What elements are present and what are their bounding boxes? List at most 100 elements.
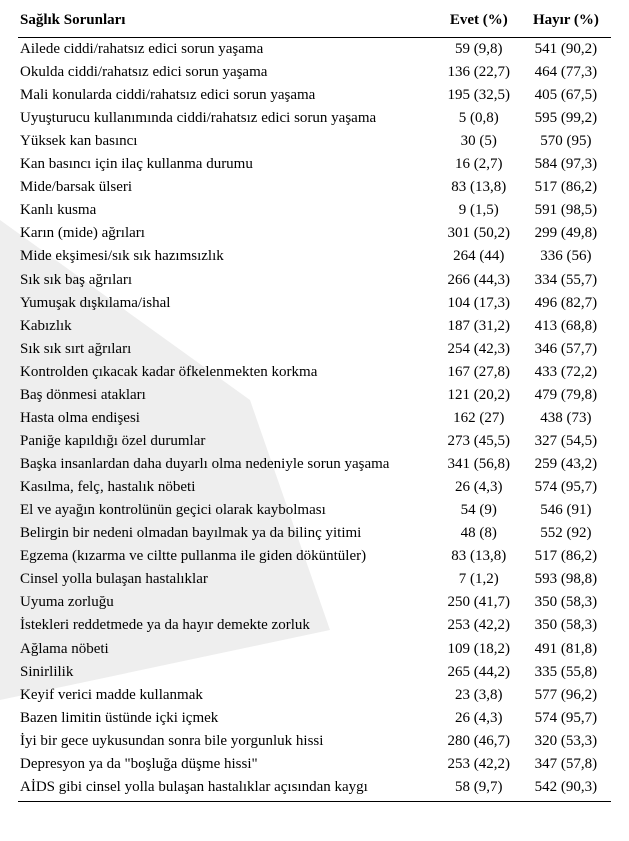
no-cell: 335 (55,8) [521, 660, 611, 683]
table-row: Kanlı kusma9 (1,5)591 (98,5) [18, 199, 611, 222]
problem-cell: Hasta olma endişesi [18, 407, 437, 430]
yes-cell: 58 (9,7) [437, 776, 521, 801]
yes-cell: 136 (22,7) [437, 61, 521, 84]
table-row: El ve ayağın kontrolünün geçici olarak k… [18, 499, 611, 522]
yes-cell: 250 (41,7) [437, 591, 521, 614]
table-row: İstekleri reddetmede ya da hayır demekte… [18, 614, 611, 637]
table-row: Kasılma, felç, hastalık nöbeti26 (4,3)57… [18, 476, 611, 499]
no-cell: 346 (57,7) [521, 338, 611, 361]
no-cell: 464 (77,3) [521, 61, 611, 84]
table-row: Egzema (kızarma ve ciltte pullanma ile g… [18, 545, 611, 568]
yes-cell: 30 (5) [437, 130, 521, 153]
yes-cell: 26 (4,3) [437, 707, 521, 730]
no-cell: 574 (95,7) [521, 476, 611, 499]
yes-cell: 59 (9,8) [437, 37, 521, 61]
table-row: Depresyon ya da "boşluğa düşme hissi"253… [18, 753, 611, 776]
problem-cell: Belirgin bir nedeni olmadan bayılmak ya … [18, 522, 437, 545]
yes-cell: 48 (8) [437, 522, 521, 545]
no-cell: 496 (82,7) [521, 291, 611, 314]
table-row: Ailede ciddi/rahatsız edici sorun yaşama… [18, 37, 611, 61]
table-row: Baş dönmesi atakları121 (20,2)479 (79,8) [18, 384, 611, 407]
no-cell: 591 (98,5) [521, 199, 611, 222]
problem-cell: Ailede ciddi/rahatsız edici sorun yaşama [18, 37, 437, 61]
no-cell: 479 (79,8) [521, 384, 611, 407]
no-cell: 574 (95,7) [521, 707, 611, 730]
no-cell: 327 (54,5) [521, 430, 611, 453]
header-yes: Evet (%) [437, 6, 521, 37]
no-cell: 570 (95) [521, 130, 611, 153]
yes-cell: 121 (20,2) [437, 384, 521, 407]
table-row: Bazen limitin üstünde içki içmek26 (4,3)… [18, 707, 611, 730]
no-cell: 320 (53,3) [521, 730, 611, 753]
table-row: Uyuşturucu kullanımında ciddi/rahatsız e… [18, 107, 611, 130]
table-row: Ağlama nöbeti109 (18,2)491 (81,8) [18, 637, 611, 660]
table-row: Kan basıncı için ilaç kullanma durumu16 … [18, 153, 611, 176]
table-body: Ailede ciddi/rahatsız edici sorun yaşama… [18, 37, 611, 801]
problem-cell: El ve ayağın kontrolünün geçici olarak k… [18, 499, 437, 522]
table-row: Mide ekşimesi/sık sık hazımsızlık264 (44… [18, 245, 611, 268]
yes-cell: 195 (32,5) [437, 84, 521, 107]
health-problems-table-container: Sağlık Sorunları Evet (%) Hayır (%) Aile… [18, 6, 611, 802]
table-row: Mide/barsak ülseri83 (13,8)517 (86,2) [18, 176, 611, 199]
no-cell: 259 (43,2) [521, 453, 611, 476]
problem-cell: Sık sık baş ağrıları [18, 268, 437, 291]
no-cell: 433 (72,2) [521, 361, 611, 384]
yes-cell: 7 (1,2) [437, 568, 521, 591]
table-row: İyi bir gece uykusundan sonra bile yorgu… [18, 730, 611, 753]
table-row: Yumuşak dışkılama/ishal104 (17,3)496 (82… [18, 291, 611, 314]
problem-cell: AİDS gibi cinsel yolla bulaşan hastalıkl… [18, 776, 437, 801]
yes-cell: 83 (13,8) [437, 176, 521, 199]
table-row: Hasta olma endişesi162 (27)438 (73) [18, 407, 611, 430]
table-row: Mali konularda ciddi/rahatsız edici soru… [18, 84, 611, 107]
table-row: Okulda ciddi/rahatsız edici sorun yaşama… [18, 61, 611, 84]
table-row: Kabızlık187 (31,2)413 (68,8) [18, 314, 611, 337]
problem-cell: Mide/barsak ülseri [18, 176, 437, 199]
yes-cell: 280 (46,7) [437, 730, 521, 753]
no-cell: 593 (98,8) [521, 568, 611, 591]
yes-cell: 83 (13,8) [437, 545, 521, 568]
problem-cell: Kan basıncı için ilaç kullanma durumu [18, 153, 437, 176]
problem-cell: Mali konularda ciddi/rahatsız edici soru… [18, 84, 437, 107]
yes-cell: 254 (42,3) [437, 338, 521, 361]
yes-cell: 264 (44) [437, 245, 521, 268]
yes-cell: 253 (42,2) [437, 614, 521, 637]
yes-cell: 104 (17,3) [437, 291, 521, 314]
problem-cell: Uyuma zorluğu [18, 591, 437, 614]
no-cell: 595 (99,2) [521, 107, 611, 130]
no-cell: 405 (67,5) [521, 84, 611, 107]
header-problem: Sağlık Sorunları [18, 6, 437, 37]
problem-cell: Sinirlilik [18, 660, 437, 683]
problem-cell: İyi bir gece uykusundan sonra bile yorgu… [18, 730, 437, 753]
table-row: Kontrolden çıkacak kadar öfkelenmekten k… [18, 361, 611, 384]
yes-cell: 5 (0,8) [437, 107, 521, 130]
problem-cell: Sık sık sırt ağrıları [18, 338, 437, 361]
yes-cell: 273 (45,5) [437, 430, 521, 453]
problem-cell: Karın (mide) ağrıları [18, 222, 437, 245]
yes-cell: 162 (27) [437, 407, 521, 430]
yes-cell: 109 (18,2) [437, 637, 521, 660]
table-row: Paniğe kapıldığı özel durumlar273 (45,5)… [18, 430, 611, 453]
no-cell: 577 (96,2) [521, 683, 611, 706]
problem-cell: Keyif verici madde kullanmak [18, 683, 437, 706]
yes-cell: 54 (9) [437, 499, 521, 522]
yes-cell: 341 (56,8) [437, 453, 521, 476]
table-row: Cinsel yolla bulaşan hastalıklar7 (1,2)5… [18, 568, 611, 591]
yes-cell: 253 (42,2) [437, 753, 521, 776]
problem-cell: Egzema (kızarma ve ciltte pullanma ile g… [18, 545, 437, 568]
table-row: Sık sık baş ağrıları266 (44,3)334 (55,7) [18, 268, 611, 291]
yes-cell: 26 (4,3) [437, 476, 521, 499]
problem-cell: Kontrolden çıkacak kadar öfkelenmekten k… [18, 361, 437, 384]
no-cell: 552 (92) [521, 522, 611, 545]
table-row: Keyif verici madde kullanmak23 (3,8)577 … [18, 683, 611, 706]
problem-cell: Bazen limitin üstünde içki içmek [18, 707, 437, 730]
table-row: Başka insanlardan daha duyarlı olma nede… [18, 453, 611, 476]
no-cell: 413 (68,8) [521, 314, 611, 337]
problem-cell: Okulda ciddi/rahatsız edici sorun yaşama [18, 61, 437, 84]
problem-cell: Cinsel yolla bulaşan hastalıklar [18, 568, 437, 591]
no-cell: 299 (49,8) [521, 222, 611, 245]
health-problems-table: Sağlık Sorunları Evet (%) Hayır (%) Aile… [18, 6, 611, 802]
no-cell: 350 (58,3) [521, 591, 611, 614]
yes-cell: 16 (2,7) [437, 153, 521, 176]
table-row: Uyuma zorluğu250 (41,7)350 (58,3) [18, 591, 611, 614]
table-row: Sık sık sırt ağrıları254 (42,3)346 (57,7… [18, 338, 611, 361]
